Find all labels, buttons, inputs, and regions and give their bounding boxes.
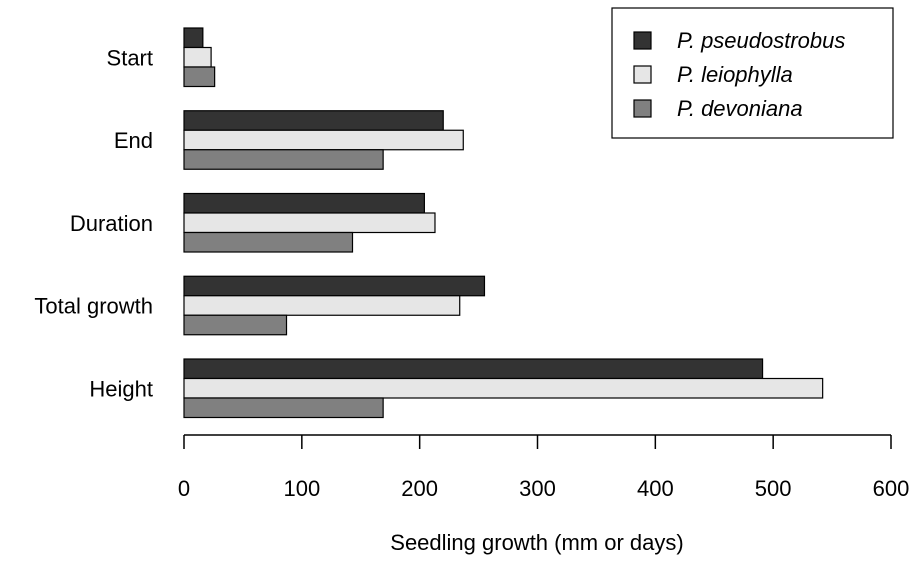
x-axis-label: Seedling growth (mm or days) <box>390 530 683 555</box>
bar-total-growth-p-pseudostrobus <box>183 275 486 297</box>
bar-duration-p-devoniana <box>183 231 354 253</box>
x-ticks: 0 100 200 300 400 500 600 <box>178 435 909 501</box>
category-label-total-growth: Total growth <box>34 294 153 319</box>
legend-swatch-p-devoniana <box>633 99 652 118</box>
bar-total-growth-p-leiophylla <box>183 295 461 316</box>
bar-end-p-leiophylla <box>183 129 464 151</box>
bar-duration-p-leiophylla <box>183 212 436 234</box>
x-tick-label: 100 <box>283 476 320 501</box>
bar-start-p-devoniana <box>183 66 216 88</box>
category-label-start: Start <box>107 45 153 70</box>
bar-end-p-pseudostrobus <box>183 110 444 131</box>
bar-duration-p-pseudostrobus <box>183 192 425 214</box>
x-tick-label: 200 <box>401 476 438 501</box>
x-tick-label: 600 <box>873 476 910 501</box>
legend-label-p-devoniana: P. devoniana <box>677 96 803 121</box>
legend-label-p-pseudostrobus: P. pseudostrobus <box>677 28 845 53</box>
x-tick-label: 0 <box>178 476 190 501</box>
x-tick-label: 500 <box>755 476 792 501</box>
category-label-end: End <box>114 128 153 153</box>
bar-total-growth-p-devoniana <box>183 314 288 336</box>
bar-end-p-devoniana <box>183 149 384 170</box>
category-label-height: Height <box>89 376 153 401</box>
legend-label-p-leiophylla: P. leiophylla <box>677 62 793 87</box>
x-tick-label: 300 <box>519 476 556 501</box>
legend: P. pseudostrobus P. leiophylla P. devonian… <box>611 7 894 139</box>
category-label-duration: Duration <box>70 211 153 236</box>
legend-items: P. pseudostrobus P. leiophylla P. devonian… <box>633 28 845 121</box>
legend-box <box>611 7 894 139</box>
category-labels: Start End Duration Total growth Height <box>34 45 153 401</box>
bar-start-p-pseudostrobus <box>183 27 204 49</box>
bar-height-p-devoniana <box>183 397 384 419</box>
legend-swatch-p-leiophylla <box>633 65 652 84</box>
x-axis: 0 100 200 300 400 500 600 <box>178 434 909 501</box>
x-tick-label: 400 <box>637 476 674 501</box>
bar-height-p-pseudostrobus <box>183 358 764 380</box>
legend-swatch-p-pseudostrobus <box>633 31 652 50</box>
bar-start-p-leiophylla <box>183 46 212 68</box>
bar-height-p-leiophylla <box>183 377 824 399</box>
bars-layer <box>183 27 824 419</box>
